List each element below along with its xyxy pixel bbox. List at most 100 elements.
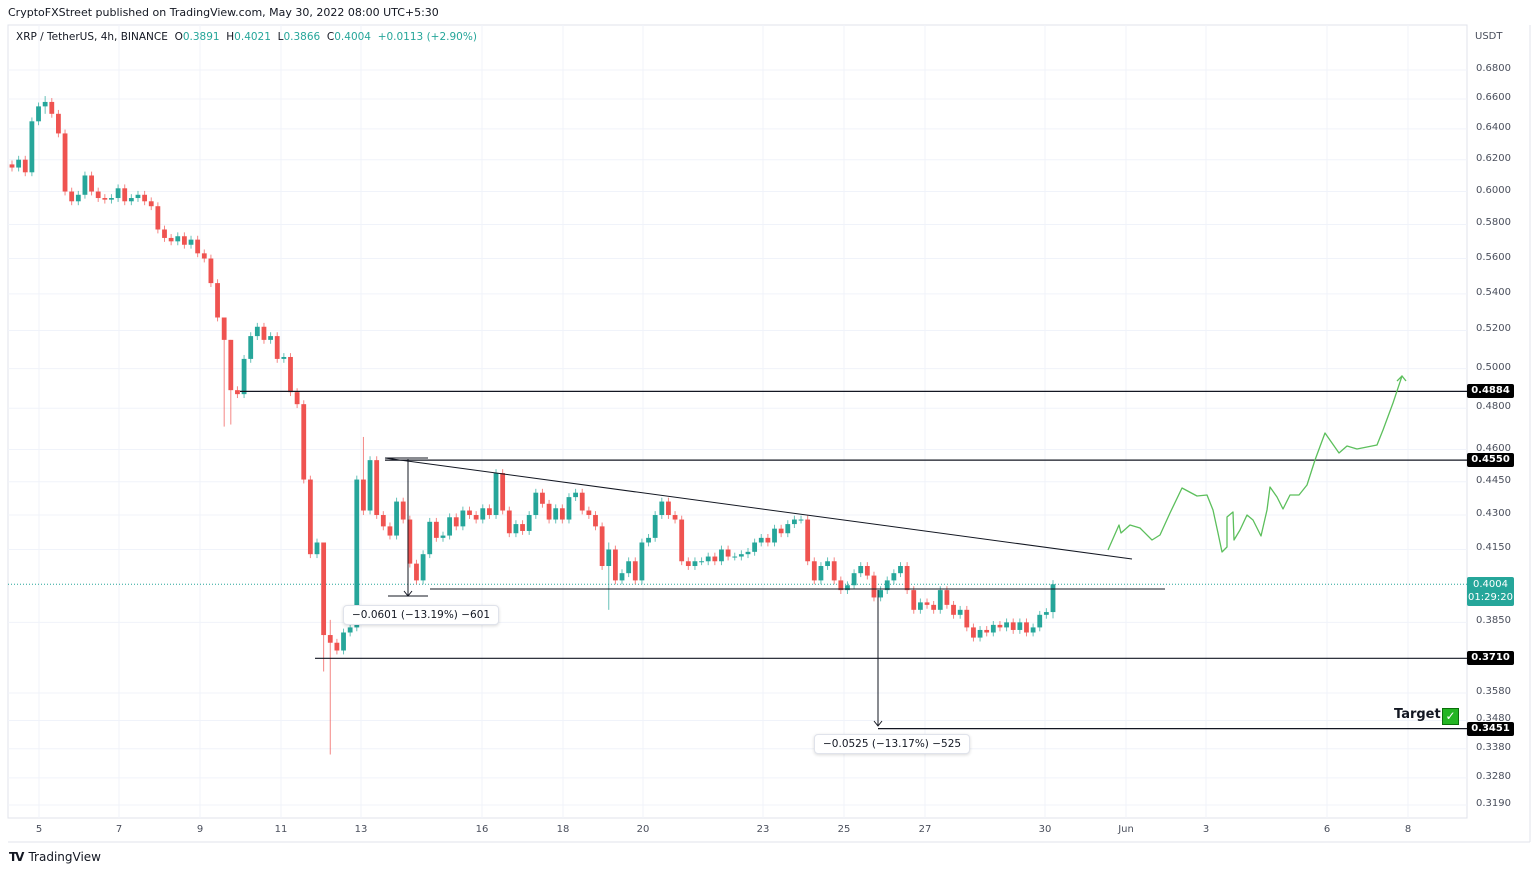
candle [334,638,340,655]
time-tick-label: 30 [1038,824,1052,835]
candle [765,533,771,547]
candle [460,506,466,531]
candle-body [513,524,519,534]
candle-body [460,510,466,527]
candle-body [380,515,386,527]
candle-body [175,236,181,242]
candle-body [546,503,552,520]
candle [493,469,499,519]
candle-body [75,194,81,202]
candle [155,202,161,234]
candle-body [778,528,784,534]
candle [725,545,731,561]
level-badge: 0.4884 [1467,384,1514,399]
candle-body [785,524,791,534]
candle [619,569,625,585]
candle-body [705,556,711,562]
candle [526,511,532,535]
candle-body [341,632,346,651]
candle [937,586,943,614]
candle [16,155,22,172]
candle [692,557,698,570]
candle-body [593,515,598,527]
brand-name: TradingView [28,850,101,864]
candle [407,515,413,568]
candle [281,353,287,363]
candle [135,190,141,202]
open-value: 0.3891 [182,31,220,43]
high-label: H [226,31,235,43]
candle-body [990,624,996,633]
candle [798,515,804,524]
candle-body [248,336,254,359]
candle [871,571,877,602]
price-tick-label: 0.6200 [1476,152,1511,164]
tradingview-logo[interactable]: TV TradingView [9,850,101,864]
candle [75,190,81,206]
candle [858,562,864,578]
candle-body [89,175,94,192]
candle [652,511,658,542]
candle-body [1010,622,1016,630]
candle [851,569,857,590]
candle [440,531,446,542]
target-label: Target [1394,707,1441,722]
candle [168,234,174,246]
candle-body [659,501,665,516]
candle-body [699,561,704,563]
time-tick-label: 20 [636,824,650,835]
time-tick-label: 25 [837,824,851,835]
symbol-name[interactable]: XRP / TetherUS, 4h, BINANCE [16,31,168,43]
candle-body [453,517,459,527]
candle [9,160,15,172]
candle [95,187,101,202]
close-label: C [326,31,335,43]
candle-body [162,229,167,238]
candle-body [559,508,565,520]
candle-body [387,526,393,536]
candle-body [1030,627,1036,633]
candle-body [394,501,399,536]
candle-body [652,515,658,538]
candle [235,386,240,399]
change-value: +0.0113 (+2.90%) [377,31,477,43]
candle-body [235,390,240,395]
candle-body [725,549,731,557]
candle [122,184,128,206]
candle [546,499,552,524]
close-value: 0.4004 [334,31,371,43]
level-badge: 0.3451 [1467,721,1514,736]
candle-body [984,629,990,633]
candle [1030,623,1036,637]
candle [911,586,917,614]
projection-arrowhead-icon [1396,375,1407,382]
tv-logo-icon: TV [9,850,25,864]
candle [142,190,148,206]
candle [606,542,612,610]
candle-body [49,101,55,114]
level-badge: 0.4550 [1467,453,1514,468]
candle [553,504,559,524]
candle-body [22,159,28,173]
candle [128,194,134,206]
candle [500,469,506,515]
candle-body [122,188,128,202]
candle [864,562,870,580]
price-tick-label: 0.5800 [1476,217,1511,229]
price-tick-label: 0.3380 [1476,741,1511,753]
candle-body [95,191,101,199]
candle-body [626,561,632,574]
plot-area [7,24,1468,819]
candle [314,538,320,559]
candle-body [971,627,976,638]
candle-body [937,590,943,610]
candle [705,552,711,566]
candle-body [977,629,983,638]
candle-body [1050,584,1056,613]
candle-body [579,492,585,511]
candle-body [181,236,187,245]
candle-body [858,566,864,574]
candle-body [712,556,718,562]
candle-body [427,521,433,555]
